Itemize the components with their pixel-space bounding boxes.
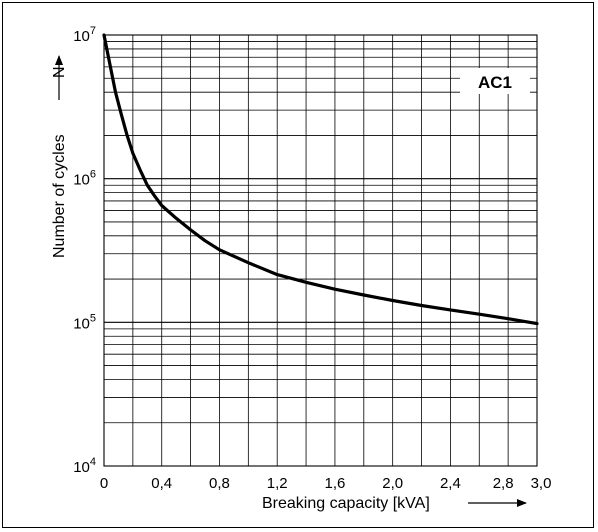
y-tick-label: 106: [73, 169, 96, 189]
chart-frame: [2, 2, 594, 528]
y-tick-label: 104: [73, 456, 96, 476]
curve-layer: [102, 33, 539, 326]
x-tick-label: 3,0: [531, 475, 552, 492]
x-tick-label: 0: [100, 475, 108, 492]
y-tick-label: 107: [73, 25, 96, 45]
plot-border: [103, 34, 538, 467]
x-tick-label: 2,4: [440, 475, 461, 492]
annotation-label: AC1: [478, 73, 512, 92]
x-tick-label: 1,2: [267, 475, 288, 492]
grid: [103, 34, 538, 467]
annotation-box: [460, 68, 530, 94]
x-tick-label: 0,8: [209, 475, 230, 492]
x-axis-label: Breaking capacity [kVA]: [262, 495, 430, 512]
x-tick-label: 0,4: [151, 475, 172, 492]
y-tick-labels: 104 105 106 107: [73, 25, 96, 476]
x-tick-label: 2,8: [493, 475, 514, 492]
series-line: [102, 33, 539, 326]
x-tick-label: 1,6: [325, 475, 346, 492]
x-tick-labels: 0 0,4 0,8 1,2 1,6 2,0 2,4 2,8 3,0: [100, 475, 552, 492]
y-axis-label: Number of cycles: [51, 134, 68, 258]
x-tick-label: 2,0: [382, 475, 403, 492]
y-tick-label: 105: [73, 312, 96, 332]
